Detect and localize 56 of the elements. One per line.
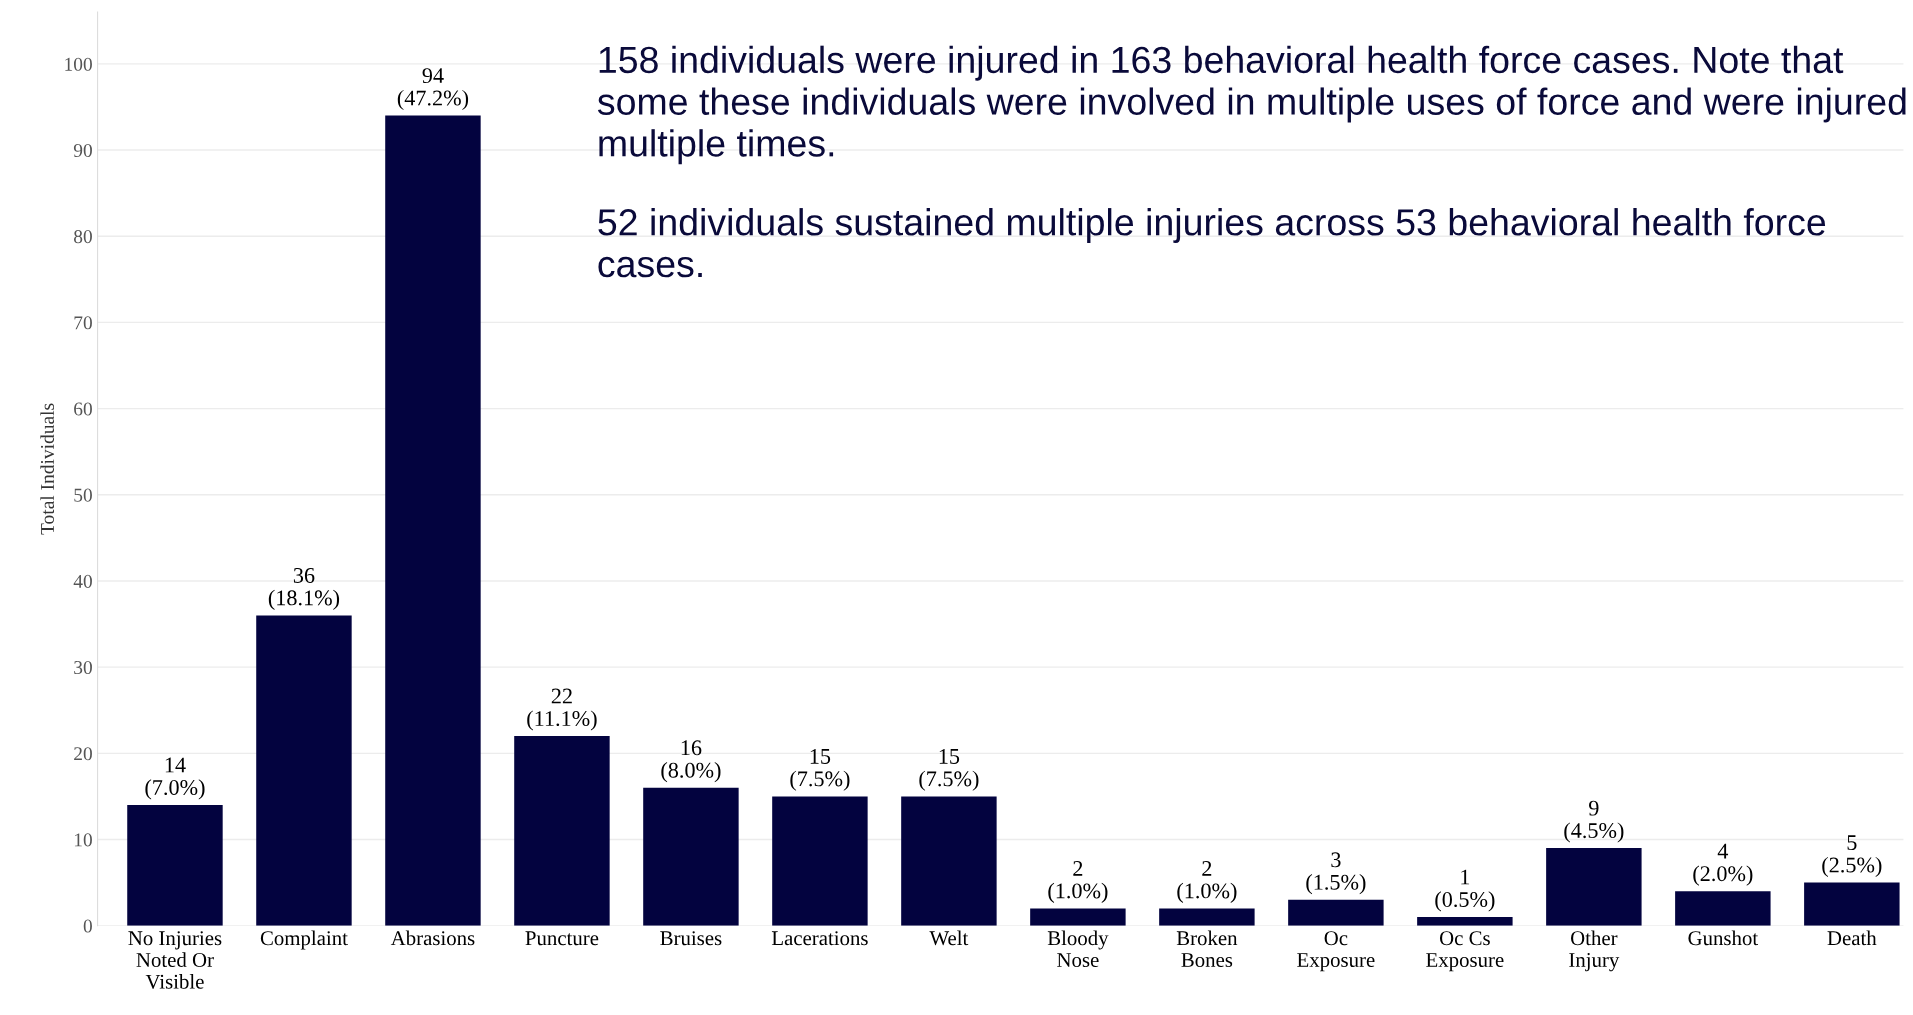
- x-tick-label: Bruises: [660, 931, 722, 946]
- bar: [1417, 917, 1513, 926]
- bar: [1546, 848, 1642, 926]
- y-tick-label: 90: [73, 143, 92, 157]
- y-tick-label: 0: [83, 919, 92, 933]
- x-tick-label: Death: [1827, 930, 1877, 946]
- y-tick-label: 70: [74, 316, 92, 330]
- y-tick-label: 80: [74, 230, 92, 244]
- bar: [127, 805, 223, 926]
- x-tick-label: Puncture: [525, 931, 599, 946]
- y-tick-label: 50: [74, 488, 92, 502]
- data-label: 1 (0.5%): [1435, 869, 1495, 912]
- data-label: 22 (11.1%): [527, 688, 597, 731]
- bar: [1030, 908, 1126, 926]
- y-tick-label: 20: [74, 747, 92, 761]
- x-tick-label: No Injuries Noted Or Visible: [128, 931, 222, 989]
- data-label: 14 (7.0%): [145, 757, 205, 800]
- bar: [772, 796, 868, 926]
- annotation: 158 individuals were injured in 163 behavioral health force cases. Note that some these individuals were involved in multiple uses of force and were injured multiple times.: [597, 45, 1906, 165]
- x-tick-label: Broken Bones: [1176, 930, 1238, 967]
- bar: [901, 796, 997, 926]
- x-tick-label: Bloody Nose: [1047, 930, 1109, 968]
- bar: [1159, 908, 1255, 926]
- data-label: 2 (1.0%): [1048, 860, 1108, 903]
- data-label: 2 (1.0%): [1177, 860, 1237, 903]
- bar: [1804, 882, 1900, 926]
- data-label: 3 (1.5%): [1306, 852, 1366, 895]
- y-axis-title: Total Individuals: [40, 403, 55, 535]
- y-tick-label: 60: [74, 402, 92, 416]
- x-tick-label: Abrasions: [390, 930, 475, 946]
- bar: [1675, 891, 1771, 926]
- data-label: 36 (18.1%): [268, 567, 340, 610]
- y-tick-label: 40: [73, 574, 92, 588]
- data-label: 5 (2.5%): [1822, 835, 1882, 878]
- annotation: 52 individuals sustained multiple injuries across 53 behavioral health force cases.: [598, 208, 1826, 278]
- y-tick-label: 30: [74, 660, 92, 675]
- data-label: 94 (47.2%): [397, 68, 469, 111]
- data-label: 16 (8.0%): [661, 740, 721, 783]
- x-tick-label: Complaint: [260, 930, 348, 950]
- data-label: 9 (4.5%): [1564, 800, 1624, 843]
- bar: [385, 115, 481, 926]
- data-label: 4 (2.0%): [1693, 843, 1753, 886]
- bar: [1288, 899, 1384, 926]
- y-tick-label: 10: [74, 833, 92, 847]
- bar: [514, 736, 610, 926]
- x-tick-label: Oc Cs Exposure: [1426, 931, 1504, 972]
- data-label: 15 (7.5%): [919, 748, 979, 791]
- x-tick-label: Welt: [929, 930, 969, 946]
- x-tick-label: Other Injury: [1569, 930, 1620, 972]
- x-tick-label: Oc Exposure: [1297, 931, 1375, 972]
- data-label: 15 (7.5%): [790, 748, 850, 791]
- y-tick-label: 100: [65, 57, 92, 71]
- x-tick-label: Gunshot: [1688, 930, 1759, 946]
- x-tick-label: Lacerations: [771, 931, 868, 946]
- bar: [256, 615, 352, 926]
- bar: [643, 787, 739, 926]
